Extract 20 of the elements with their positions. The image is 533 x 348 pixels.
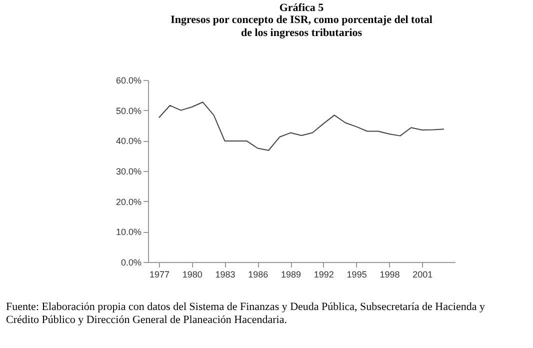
y-tick-label: 60.0% — [116, 76, 142, 86]
x-tick-label: 1992 — [314, 270, 334, 280]
y-tick-label: 40.0% — [116, 136, 142, 146]
y-tick-label: 10.0% — [116, 227, 142, 238]
line-series — [158, 102, 445, 151]
x-tick-label: 1983 — [215, 270, 236, 280]
y-tick-label: 50.0% — [116, 106, 142, 116]
chart-subtitle: Ingresos por concepto de ISR, como porcentaje del total de los ingresos tributarios — [170, 14, 432, 39]
x-tick-label: 1998 — [380, 270, 400, 280]
x-tick-label: 1989 — [281, 270, 302, 280]
y-tick-label: 30.0% — [116, 166, 142, 176]
x-tick-label: 1977 — [149, 270, 170, 280]
x-tick-label: 1980 — [182, 270, 202, 280]
chart-title: Gráfica 5 — [279, 2, 324, 14]
x-tick-label: 1995 — [346, 270, 367, 280]
x-tick-label: 1986 — [248, 270, 268, 280]
source-note: Fuente: Elaboración propia con datos del Sistema de Finanzas y Deuda Pública, Subsecretaría de Hacienda y Crédito Público y Dirección General de Planeación Hacendaria. — [6, 301, 486, 326]
y-tick-label: 0.0% — [120, 258, 142, 268]
x-tick-label: 2001 — [412, 270, 433, 280]
y-tick-label: 20.0% — [116, 196, 142, 207]
